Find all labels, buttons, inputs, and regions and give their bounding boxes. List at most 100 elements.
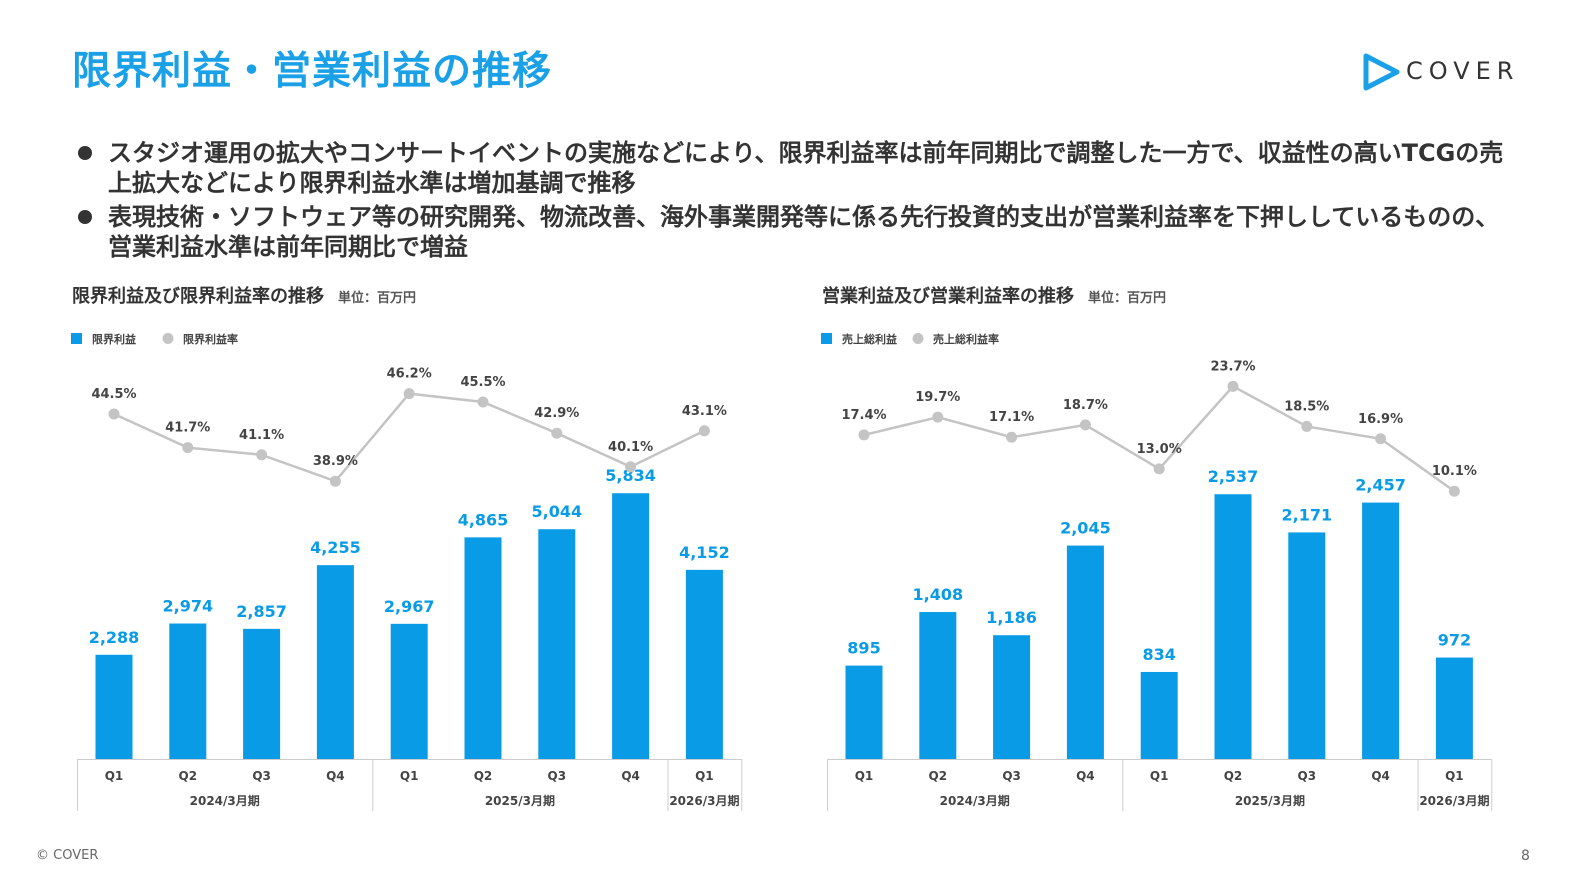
- rate-point: [256, 449, 268, 461]
- play-triangle-icon: [1363, 53, 1400, 91]
- rate-point: [625, 461, 637, 473]
- rate-point: [108, 408, 120, 420]
- rate-value-label: 17.1%: [989, 410, 1034, 425]
- logo-text: COVER: [1406, 57, 1520, 85]
- x-tick-label: Q1: [105, 769, 124, 783]
- bar: [1362, 502, 1400, 759]
- x-group-label: 2024/3月期: [190, 793, 260, 808]
- bar: [1214, 494, 1252, 759]
- legend: 売上総利益 売上総利益率: [821, 332, 999, 346]
- bar-value-label: 2,288: [89, 628, 140, 647]
- legend-bar-swatch: [821, 333, 832, 344]
- rate-point: [1079, 419, 1091, 431]
- rate-value-label: 44.5%: [91, 387, 136, 402]
- bar-value-label: 2,974: [162, 597, 213, 616]
- rate-point: [329, 475, 341, 487]
- bar: [612, 493, 650, 759]
- rate-value-label: 16.9%: [1358, 412, 1403, 427]
- rate-value-label: 18.7%: [1063, 398, 1108, 413]
- rate-value-label: 23.7%: [1210, 359, 1255, 374]
- bar: [243, 628, 281, 759]
- rate-value-label: 43.1%: [682, 404, 727, 419]
- x-tick-label: Q4: [1371, 769, 1390, 783]
- x-group-label: 2025/3月期: [485, 793, 555, 808]
- copyright: © COVER: [36, 848, 99, 863]
- rate-value-label: 17.4%: [841, 408, 886, 423]
- x-tick-label: Q3: [548, 769, 567, 783]
- x-tick-label: Q4: [1076, 769, 1095, 783]
- x-tick-label: Q1: [1445, 769, 1464, 783]
- chart-title: 営業利益及び営業利益率の推移: [822, 286, 1074, 307]
- x-tick-label: Q3: [252, 769, 271, 783]
- bar: [538, 529, 576, 759]
- x-tick-label: Q1: [855, 769, 874, 783]
- bar-value-label: 895: [847, 639, 880, 658]
- chart-unit: 単位：百万円: [338, 291, 417, 306]
- legend-line-label: 売上総利益率: [933, 332, 999, 346]
- bullet-item: スタジオ運用の拡大やコンサートイベントの実施などにより、限界利益率は前年同期比で…: [76, 138, 1516, 198]
- bar: [919, 612, 957, 759]
- chart-heading-marginal: 限界利益及び限界利益率の推移 単位：百万円: [72, 282, 416, 308]
- bar: [1288, 532, 1326, 759]
- bullet-text: 表現技術・ソフトウェア等の研究開発、物流改善、海外事業開発等に係る先行投資的支出…: [108, 203, 1500, 261]
- rate-point: [182, 442, 194, 454]
- chart-heading-operating: 営業利益及び営業利益率の推移 単位：百万円: [822, 282, 1166, 308]
- rate-point: [1375, 433, 1387, 445]
- rate-value-label: 38.9%: [313, 454, 358, 469]
- rate-point: [858, 429, 870, 441]
- bar-value-label: 2,045: [1060, 519, 1111, 538]
- bar: [95, 654, 133, 759]
- bar-value-label: 4,865: [458, 510, 509, 529]
- legend-line-swatch: [912, 333, 924, 344]
- rate-point: [1301, 420, 1313, 432]
- bar: [464, 537, 502, 759]
- rate-value-label: 19.7%: [915, 390, 960, 405]
- x-tick-label: Q1: [400, 769, 419, 783]
- x-tick-label: Q2: [179, 769, 198, 783]
- bar: [993, 635, 1031, 759]
- bar: [1066, 545, 1104, 759]
- bar: [1140, 671, 1178, 759]
- bar: [316, 565, 354, 759]
- x-group-label: 2024/3月期: [940, 793, 1010, 808]
- rate-value-label: 41.1%: [239, 428, 284, 443]
- bullet-text: スタジオ運用の拡大やコンサートイベントの実施などにより、限界利益率は前年同期比で…: [108, 139, 1504, 197]
- legend-bar-label: 売上総利益: [842, 332, 897, 346]
- bar-value-label: 2,857: [236, 602, 287, 621]
- bullet-dot-icon: [78, 210, 92, 224]
- rate-point: [1006, 431, 1018, 443]
- rate-value-label: 40.1%: [608, 440, 653, 455]
- operating-profit-chart: 売上総利益 売上総利益率 895 1,408 1,186 2,045 834 2,537 2,1…: [821, 332, 1493, 811]
- legend: 限界利益 限界利益率: [71, 332, 238, 346]
- rate-point: [1153, 463, 1165, 475]
- bar-value-label: 1,186: [986, 608, 1037, 627]
- bar-series: 895 1,408 1,186 2,045 834 2,537 2,171 2,457 972: [845, 467, 1473, 759]
- rate-value-label: 10.1%: [1432, 464, 1477, 479]
- rate-point: [1227, 380, 1239, 392]
- chart-title: 限界利益及び限界利益率の推移: [72, 286, 324, 307]
- rate-point: [551, 427, 563, 439]
- bar-value-label: 1,408: [912, 585, 963, 604]
- bar-series: 2,288 2,974 2,857 4,255 2,967 4,865 5,044 5,834…: [89, 466, 730, 759]
- bar-value-label: 4,152: [679, 543, 730, 562]
- chart-unit: 単位：百万円: [1088, 291, 1167, 306]
- bar: [685, 569, 723, 759]
- bar: [845, 665, 883, 759]
- rate-value-label: 45.5%: [460, 375, 505, 390]
- bar: [169, 623, 207, 759]
- x-tick-label: Q1: [695, 769, 714, 783]
- legend-bar-swatch: [71, 333, 82, 344]
- x-tick-label: Q4: [621, 769, 640, 783]
- bar-value-label: 4,255: [310, 538, 361, 557]
- rate-point: [1448, 485, 1460, 497]
- cover-logo: COVER: [1362, 50, 1522, 94]
- rate-value-label: 46.2%: [387, 367, 432, 382]
- bar-value-label: 2,171: [1281, 505, 1332, 524]
- rate-value-label: 41.7%: [165, 421, 210, 436]
- rate-point: [477, 396, 489, 408]
- bar-value-label: 5,834: [605, 466, 656, 485]
- x-group-label: 2026/3月期: [669, 793, 739, 808]
- page-title: 限界利益・営業利益の推移: [72, 49, 553, 94]
- x-tick-label: Q4: [326, 769, 345, 783]
- rate-value-label: 18.5%: [1284, 399, 1329, 414]
